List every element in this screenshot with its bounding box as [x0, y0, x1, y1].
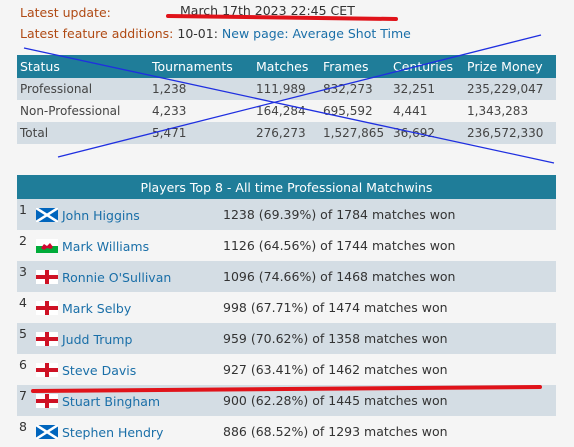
cell: 164,284	[253, 100, 320, 122]
player-matchwins: 998 (67.71%) of 1474 matches won	[220, 292, 556, 323]
player-row: 2 Mark Williams 1126 (64.56%) of 1744 matc…	[17, 230, 556, 261]
cell: 695,592	[320, 100, 390, 122]
latest-feature-date: 10-01:	[177, 26, 218, 41]
cell: 111,989	[253, 78, 320, 100]
cell: 1,343,283	[464, 100, 556, 122]
player-matchwins: 1126 (64.56%) of 1744 matches won	[220, 230, 556, 261]
cell: 4,233	[149, 100, 253, 122]
col-prize-money: Prize Money	[464, 55, 556, 78]
cell: Professional	[17, 78, 149, 100]
player-name-cell: John Higgins	[33, 199, 220, 230]
player-name-cell: Stuart Bingham	[33, 385, 220, 416]
scotland-flag-icon	[35, 423, 59, 441]
player-name-cell: Mark Williams	[33, 230, 220, 261]
cell: 832,273	[320, 78, 390, 100]
cell: 276,273	[253, 122, 320, 144]
latest-update-label: Latest update:	[20, 5, 111, 20]
player-name-cell: Steve Davis	[33, 354, 220, 385]
player-name-cell: Mark Selby	[33, 292, 220, 323]
player-name-cell: Judd Trump	[33, 323, 220, 354]
player-rank: 2	[17, 230, 33, 261]
england-flag-icon	[36, 301, 58, 315]
player-rank: 1	[17, 199, 33, 230]
england-flag-icon	[36, 332, 58, 346]
col-centuries: Centuries	[390, 55, 464, 78]
cell: 1,238	[149, 78, 253, 100]
player-matchwins: 1238 (69.39%) of 1784 matches won	[220, 199, 556, 230]
cell: 5,471	[149, 122, 253, 144]
cell: 4,441	[390, 100, 464, 122]
average-shot-time-link[interactable]: New page: Average Shot Time	[221, 26, 411, 41]
player-row: 8 Stephen Hendry 886 (68.52%) of 1293 matc…	[17, 416, 556, 447]
scotland-flag-icon	[35, 206, 59, 224]
latest-update-value: March 17th 2023 22:45 CET	[180, 3, 355, 18]
player-name-link[interactable]: Judd Trump	[62, 331, 133, 347]
latest-feature-label: Latest feature additions:	[20, 26, 174, 41]
player-row: 7 Stuart Bingham 900 (62.28%) of 1445 matc…	[17, 385, 556, 416]
player-name-link[interactable]: Mark Selby	[62, 300, 132, 316]
player-name-cell: Stephen Hendry	[33, 416, 220, 447]
player-row: 1 John Higgins 1238 (69.39%) of 1784 match…	[17, 199, 556, 230]
player-matchwins: 959 (70.62%) of 1358 matches won	[220, 323, 556, 354]
cell: Total	[17, 122, 149, 144]
cell: 32,251	[390, 78, 464, 100]
player-name-link[interactable]: Mark Williams	[62, 238, 150, 254]
col-status: Status	[17, 55, 149, 78]
player-name-link[interactable]: Stuart Bingham	[62, 393, 161, 409]
players-table-title: Players Top 8 - All time Professional Ma…	[17, 175, 556, 199]
stats-table: Status Tournaments Matches Frames Centur…	[17, 55, 556, 144]
player-name-cell: Ronnie O'Sullivan	[33, 261, 220, 292]
england-flag-icon	[36, 394, 58, 408]
player-name-link[interactable]: John Higgins	[62, 207, 140, 223]
player-name-link[interactable]: Stephen Hendry	[62, 424, 164, 440]
stats-row-total: Total 5,471 276,273 1,527,865 36,692 236…	[17, 122, 556, 144]
cell: 236,572,330	[464, 122, 556, 144]
col-frames: Frames	[320, 55, 390, 78]
cell: 1,527,865	[320, 122, 390, 144]
cell: 36,692	[390, 122, 464, 144]
player-rank: 4	[17, 292, 33, 323]
player-row: 6 Steve Davis 927 (63.41%) of 1462 matches…	[17, 354, 556, 385]
stats-header-row: Status Tournaments Matches Frames Centur…	[17, 55, 556, 78]
player-name-link[interactable]: Steve Davis	[62, 362, 137, 378]
player-matchwins: 886 (68.52%) of 1293 matches won	[220, 416, 556, 447]
cell: Non-Professional	[17, 100, 149, 122]
player-matchwins: 900 (62.28%) of 1445 matches won	[220, 385, 556, 416]
stats-row-professional: Professional 1,238 111,989 832,273 32,25…	[17, 78, 556, 100]
england-flag-icon	[36, 363, 58, 377]
player-row: 5 Judd Trump 959 (70.62%) of 1358 matches …	[17, 323, 556, 354]
wales-flag-icon	[36, 239, 58, 253]
col-tournaments: Tournaments	[149, 55, 253, 78]
player-row: 4 Mark Selby 998 (67.71%) of 1474 matches …	[17, 292, 556, 323]
stats-row-non-professional: Non-Professional 4,233 164,284 695,592 4…	[17, 100, 556, 122]
player-rank: 7	[17, 385, 33, 416]
player-rank: 6	[17, 354, 33, 385]
cell: 235,229,047	[464, 78, 556, 100]
player-rank: 5	[17, 323, 33, 354]
players-table: Players Top 8 - All time Professional Ma…	[17, 175, 556, 447]
player-rank: 3	[17, 261, 33, 292]
player-rank: 8	[17, 416, 33, 447]
england-flag-icon	[36, 270, 58, 284]
latest-update-line: Latest update:	[20, 5, 111, 20]
player-row: 3 Ronnie O'Sullivan 1096 (74.66%) of 1468 …	[17, 261, 556, 292]
latest-feature-line: Latest feature additions: 10-01: New pag…	[20, 26, 411, 41]
col-matches: Matches	[253, 55, 320, 78]
player-matchwins: 1096 (74.66%) of 1468 matches won	[220, 261, 556, 292]
player-name-link[interactable]: Ronnie O'Sullivan	[62, 269, 172, 285]
player-matchwins: 927 (63.41%) of 1462 matches won	[220, 354, 556, 385]
